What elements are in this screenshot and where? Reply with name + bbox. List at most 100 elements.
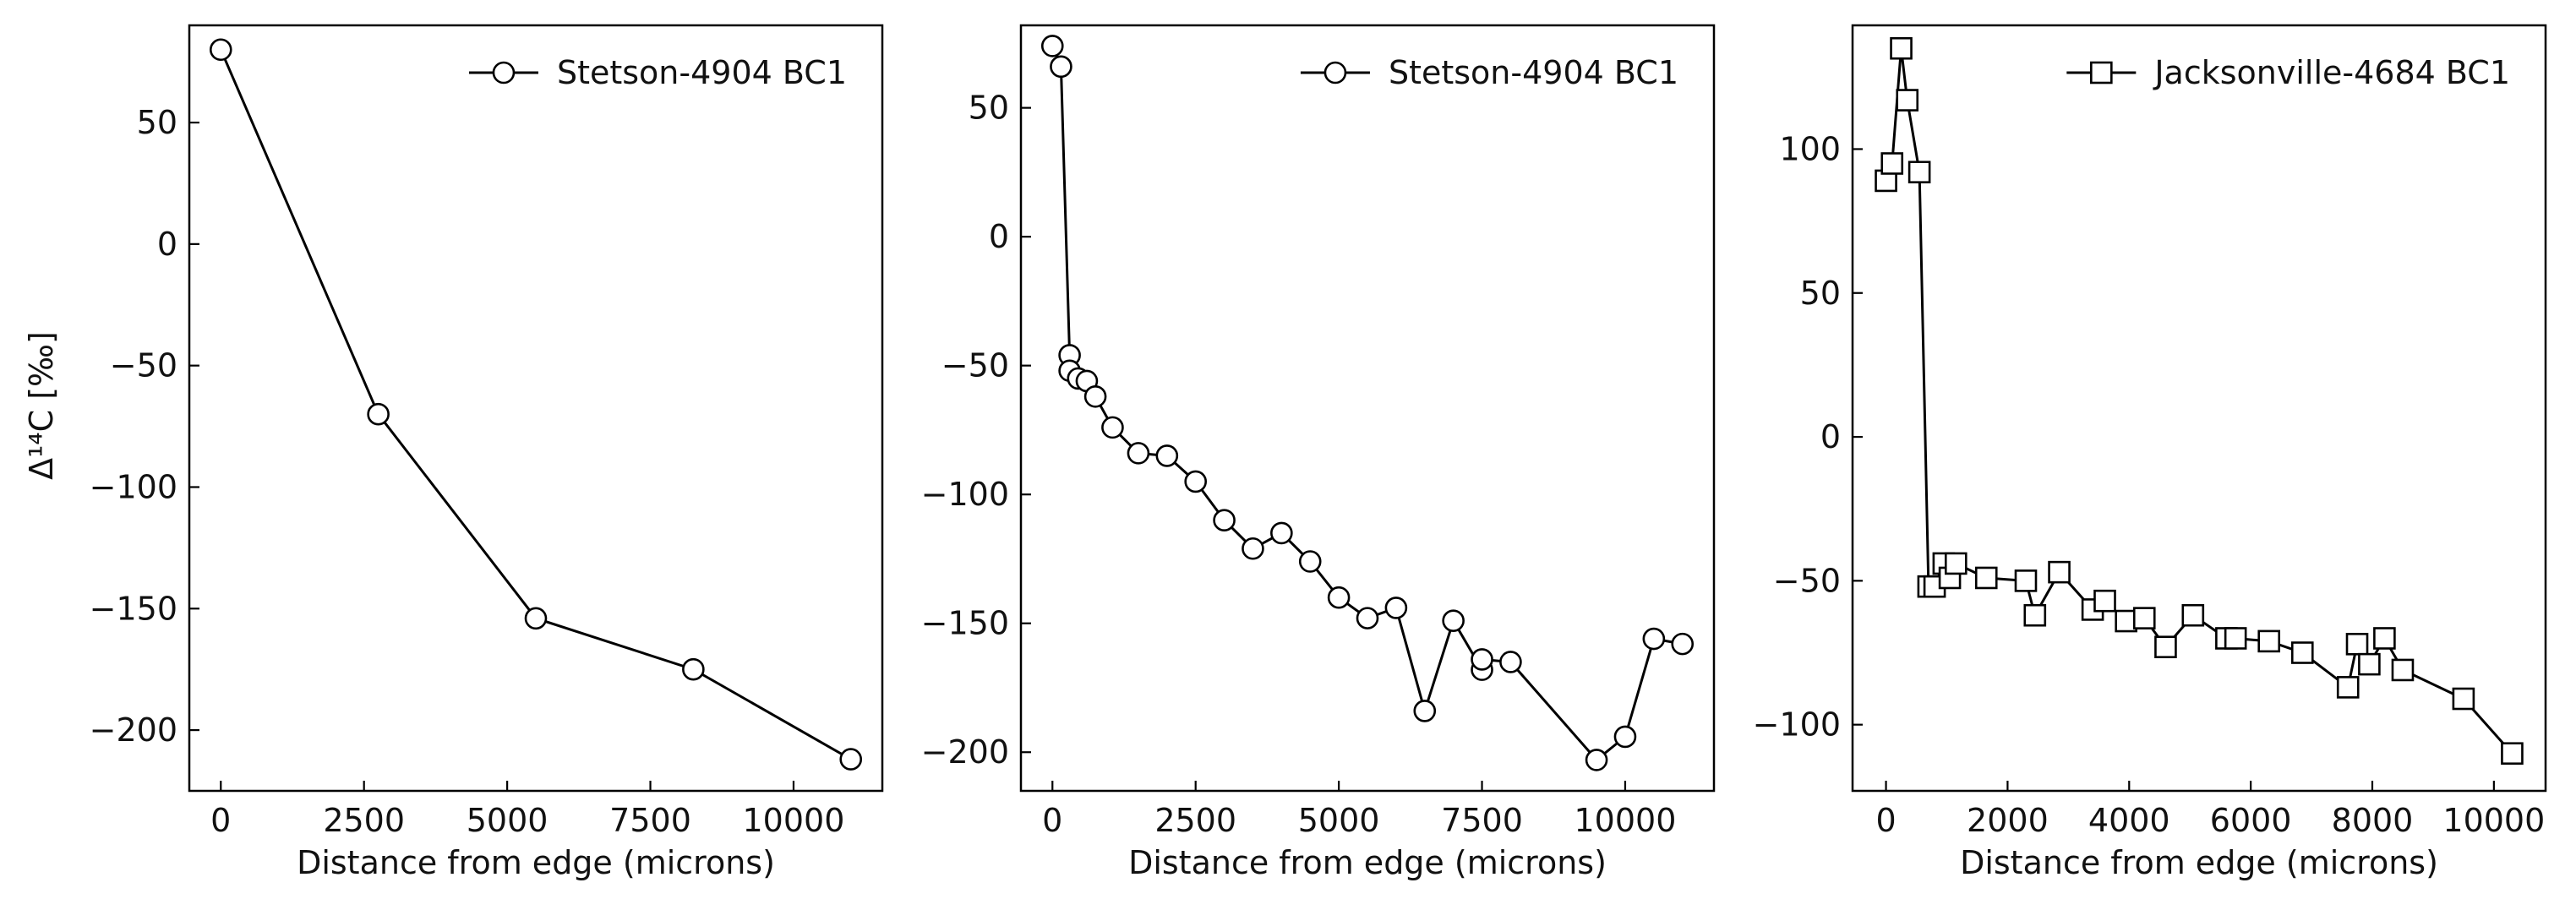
data-point — [1050, 55, 1072, 79]
data-point — [2014, 569, 2038, 592]
data-point — [1298, 550, 1322, 573]
data-point — [682, 657, 705, 681]
panel-3: 0 2000 4000 6000 8000 10000 100 50 0 −50 −100 Dista… — [1753, 24, 2547, 881]
data-point — [2257, 629, 2281, 653]
data-point — [1327, 586, 1351, 609]
data-point — [2345, 632, 2369, 656]
x-axis-label: Distance from edge (microns) — [297, 844, 775, 881]
y-tick-label: −200 — [921, 733, 1009, 771]
y-tick-label: 0 — [989, 218, 1009, 255]
data-point — [1471, 648, 1493, 671]
x-tick-label: 2500 — [323, 802, 405, 839]
data-point — [2358, 652, 2381, 676]
x-tick-label: 10000 — [743, 802, 845, 839]
legend-marker — [492, 61, 516, 84]
x-axis-label: Distance from edge (microns) — [1128, 844, 1607, 881]
panel-1: 0 2500 5000 7500 10000 50 0 −50 −100 −150 −200 Dist… — [90, 24, 884, 881]
y-tick-label: 100 — [1779, 130, 1841, 167]
data-point — [2093, 589, 2116, 613]
data-point — [1585, 749, 1608, 771]
x-tick-label: 10000 — [2442, 802, 2545, 839]
y-tick-label: −50 — [1773, 562, 1841, 599]
data-point — [1974, 566, 1998, 590]
data-point — [2132, 607, 2156, 629]
panel-2: 0 2500 5000 7500 10000 50 0 −50 −100 −150 −200 Dist… — [921, 24, 1716, 881]
data-point — [1127, 442, 1150, 465]
y-tick-label: −50 — [941, 347, 1009, 384]
data-point — [2048, 560, 2071, 584]
data-point — [2373, 627, 2396, 650]
series-line — [1051, 45, 1683, 762]
data-point — [2452, 687, 2475, 711]
x-tick-label: 0 — [1042, 802, 1062, 839]
plot-frame — [1851, 24, 2547, 793]
data-point — [1270, 521, 1293, 545]
x-tick-label: 2500 — [1154, 802, 1236, 839]
legend-label: Stetson-4904 BC1 — [1389, 54, 1678, 91]
data-point — [1184, 470, 1207, 493]
data-point — [1671, 632, 1695, 656]
y-axis-label: Δ¹⁴C [‰] — [23, 331, 60, 480]
data-point — [1880, 152, 1904, 175]
data-point — [1944, 552, 1967, 575]
data-point — [2154, 635, 2177, 658]
data-point — [524, 607, 548, 630]
data-point — [1642, 627, 1666, 651]
x-tick-label: 2000 — [1967, 802, 2049, 839]
data-point — [1442, 609, 1465, 632]
x-tick-label: 7500 — [1441, 802, 1523, 839]
data-point — [1613, 725, 1637, 749]
y-tick-label: −100 — [1753, 706, 1841, 744]
data-point — [1083, 384, 1107, 408]
y-tick-label: −100 — [921, 476, 1009, 513]
data-point — [2501, 742, 2524, 766]
data-point — [2023, 603, 2047, 627]
data-point — [367, 402, 390, 426]
data-point — [1155, 444, 1179, 467]
y-tick-label: 0 — [157, 226, 177, 263]
x-tick-label: 0 — [1875, 802, 1896, 839]
y-tick-label: 50 — [1800, 275, 1841, 312]
data-point — [1242, 537, 1264, 560]
data-point — [1213, 509, 1236, 531]
data-point — [1499, 651, 1522, 673]
data-point — [1890, 36, 1913, 60]
y-tick-label: −100 — [90, 468, 177, 505]
data-point — [1356, 607, 1379, 629]
y-tick-label: 50 — [969, 90, 1009, 127]
data-point — [2181, 603, 2205, 627]
x-tick-label: 10000 — [1575, 802, 1677, 839]
data-point — [1040, 35, 1064, 57]
y-tick-label: 50 — [137, 104, 177, 141]
data-point — [1101, 416, 1124, 439]
y-tick-label: 0 — [1820, 418, 1841, 455]
x-tick-label: 0 — [210, 802, 231, 839]
legend-label: Jacksonville-4684 BC1 — [2153, 54, 2510, 91]
x-tick-label: 7500 — [609, 802, 691, 839]
data-point — [1896, 89, 1919, 112]
data-point — [2391, 658, 2415, 682]
x-axis-label: Distance from edge (microns) — [1960, 844, 2438, 881]
data-point — [2224, 627, 2247, 650]
data-point — [1413, 700, 1437, 722]
x-tick-label: 6000 — [2210, 802, 2292, 839]
data-point — [2115, 609, 2137, 633]
data-point — [1907, 161, 1931, 184]
legend-label: Stetson-4904 BC1 — [557, 54, 847, 91]
x-tick-label: 8000 — [2332, 802, 2414, 839]
y-tick-label: −200 — [90, 711, 177, 749]
y-tick-label: −50 — [110, 347, 177, 384]
plot-frame — [1019, 24, 1716, 793]
x-tick-label: 5000 — [1298, 802, 1380, 839]
data-point — [2336, 676, 2360, 699]
plot-frame — [188, 24, 884, 793]
x-tick-label: 5000 — [467, 802, 548, 839]
y-tick-label: −150 — [90, 590, 177, 627]
legend-marker — [2090, 61, 2113, 84]
series-line — [219, 49, 852, 760]
data-point — [839, 748, 863, 771]
series-line — [1885, 48, 2513, 755]
data-point — [1384, 597, 1408, 619]
legend-marker — [1323, 61, 1347, 84]
